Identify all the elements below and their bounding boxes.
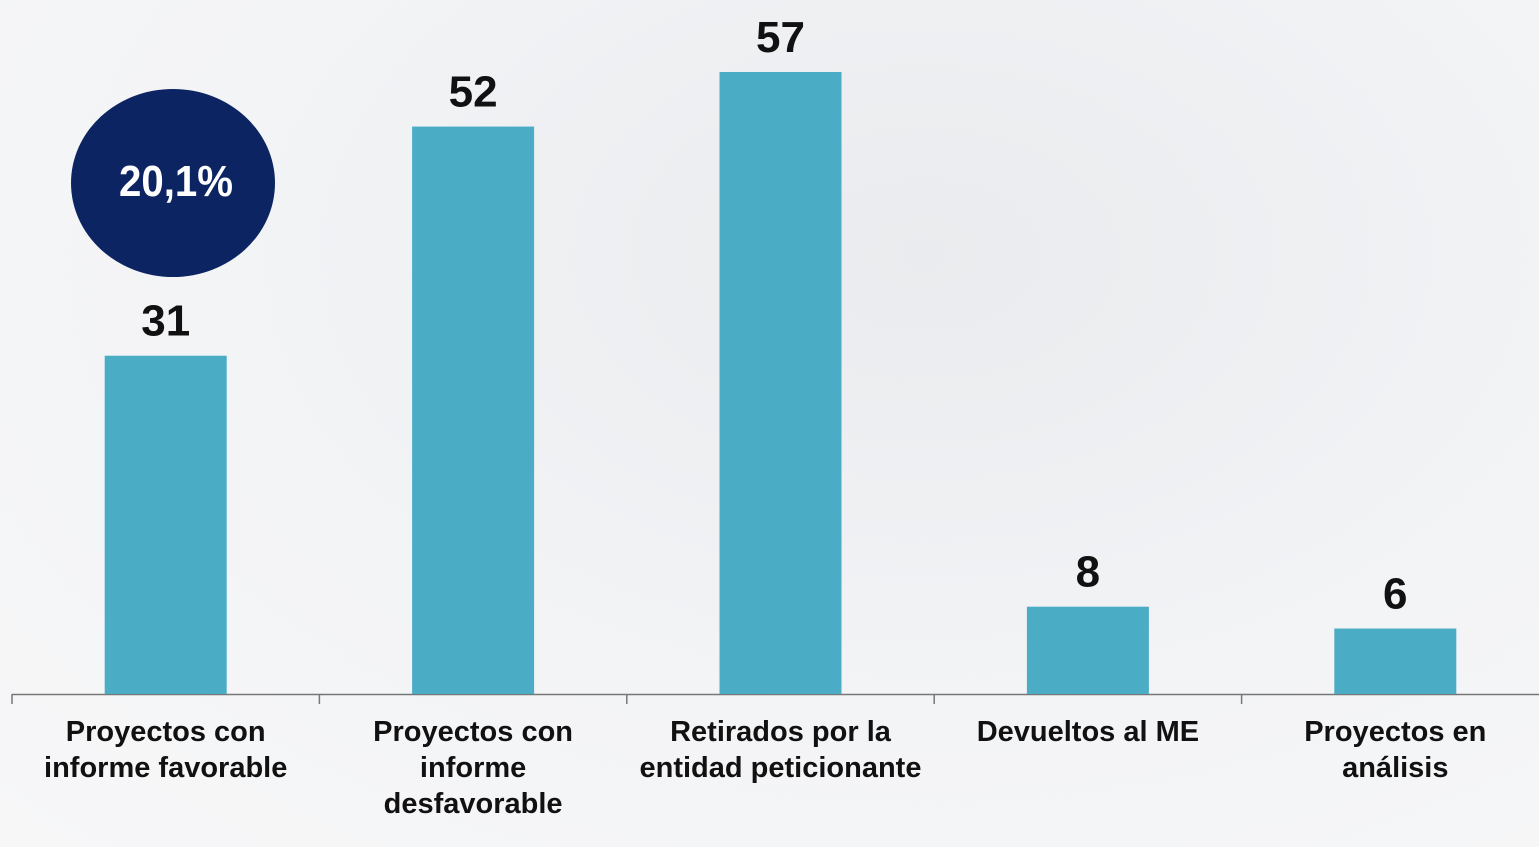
- x-tick-label: Proyectos con informe desfavorable: [373, 716, 574, 820]
- bar: [1026, 606, 1149, 694]
- value-label: 57: [756, 13, 805, 62]
- x-tick-label: Proyectos con informe favorable: [44, 716, 288, 784]
- bar: [412, 126, 535, 694]
- bar: [1334, 628, 1457, 694]
- value-label: 31: [141, 297, 190, 346]
- value-label: 8: [1076, 548, 1100, 597]
- value-label: 52: [449, 68, 498, 117]
- x-tick-label: Retirados por la entidad peticionante: [639, 716, 922, 784]
- value-label: 6: [1383, 570, 1407, 619]
- annotation-circle: [71, 89, 275, 277]
- annotation: 20,1%: [119, 157, 233, 206]
- bar: [104, 355, 227, 694]
- x-tick-label: Devueltos al ME: [976, 716, 1200, 748]
- bar: [719, 72, 842, 694]
- x-tick-label: Proyectos en análisis: [1304, 716, 1487, 784]
